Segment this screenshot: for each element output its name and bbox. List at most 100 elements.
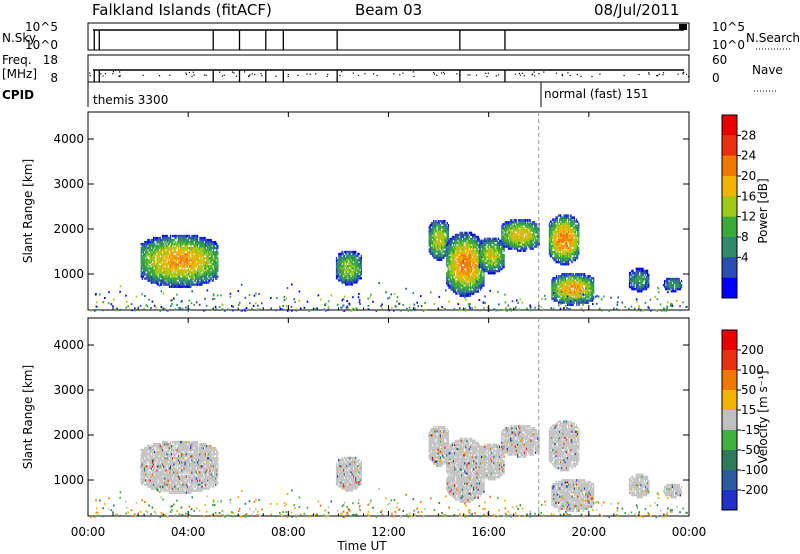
power-cell bbox=[560, 222, 562, 225]
power-cell bbox=[641, 273, 643, 277]
power-cell bbox=[454, 241, 456, 245]
power-cell bbox=[436, 250, 438, 253]
power-cell bbox=[480, 253, 483, 257]
power-cell bbox=[555, 232, 557, 235]
power-cell bbox=[553, 293, 555, 296]
power-cell bbox=[494, 255, 496, 259]
power-cell bbox=[483, 284, 485, 287]
power-cell bbox=[591, 289, 594, 292]
power-cell bbox=[579, 273, 581, 276]
power-cell bbox=[357, 269, 359, 272]
power-cell bbox=[210, 247, 212, 250]
power-cell bbox=[460, 268, 462, 271]
power-cell bbox=[474, 260, 476, 263]
power-cell bbox=[194, 279, 196, 282]
power-cell bbox=[436, 246, 438, 249]
power-cell bbox=[558, 279, 560, 282]
power-cell bbox=[157, 281, 159, 284]
power-cell bbox=[150, 257, 152, 260]
power-cell bbox=[549, 246, 552, 250]
power-cell bbox=[573, 281, 576, 284]
power-cell bbox=[522, 235, 524, 238]
power-cell bbox=[191, 253, 193, 256]
power-cell bbox=[463, 243, 465, 247]
power-cell bbox=[580, 273, 582, 276]
power-cell bbox=[448, 258, 450, 261]
power-cell bbox=[483, 241, 485, 244]
power-cell bbox=[163, 261, 165, 264]
power-cell bbox=[435, 246, 437, 249]
power-cell bbox=[217, 261, 219, 264]
power-cell bbox=[157, 277, 159, 280]
power-cell bbox=[549, 224, 552, 227]
power-cell bbox=[176, 285, 178, 288]
power-cell bbox=[565, 260, 567, 264]
power-cell bbox=[576, 246, 579, 250]
power-cell bbox=[500, 247, 502, 251]
power-cell bbox=[496, 253, 498, 257]
power-cell bbox=[555, 238, 557, 242]
power-cell bbox=[147, 253, 149, 256]
power-cell bbox=[474, 241, 476, 245]
nave-point bbox=[169, 74, 171, 76]
nave-point bbox=[658, 73, 660, 75]
power-cell bbox=[520, 225, 522, 228]
power-cell bbox=[470, 274, 473, 277]
power-cell bbox=[457, 249, 459, 253]
power-cell bbox=[561, 224, 563, 227]
power-cell bbox=[169, 273, 172, 276]
power-cell bbox=[585, 289, 587, 292]
power-cell bbox=[146, 263, 148, 266]
power-cell bbox=[529, 237, 531, 240]
power-cell bbox=[442, 256, 444, 259]
power-cell bbox=[575, 226, 578, 229]
power-cell bbox=[455, 276, 457, 279]
power-cell bbox=[171, 238, 173, 242]
power-cell bbox=[460, 247, 462, 251]
power-cell bbox=[515, 235, 518, 238]
power-cell bbox=[474, 237, 476, 241]
power-cell bbox=[200, 277, 202, 280]
power-cell bbox=[165, 255, 167, 258]
power-cell bbox=[340, 273, 342, 276]
power-cell bbox=[522, 247, 524, 250]
power-cell bbox=[495, 245, 497, 249]
power-cell bbox=[501, 245, 503, 249]
power-cell bbox=[552, 285, 554, 288]
power-cell bbox=[584, 297, 586, 300]
power-cell bbox=[199, 275, 201, 278]
power-cell bbox=[642, 285, 644, 289]
power-cell bbox=[340, 277, 342, 280]
power-cell bbox=[148, 267, 150, 270]
power-cell bbox=[556, 250, 558, 254]
power-cell bbox=[148, 275, 150, 278]
power-cell bbox=[589, 287, 591, 290]
power-cell bbox=[151, 255, 154, 258]
power-cell bbox=[523, 221, 525, 224]
power-cell bbox=[478, 249, 480, 253]
power-cell bbox=[456, 241, 458, 245]
power-cell bbox=[503, 257, 505, 261]
power-cell bbox=[215, 257, 217, 260]
power-cell bbox=[184, 269, 186, 272]
power-cell bbox=[460, 243, 462, 247]
power-cell bbox=[469, 286, 472, 289]
power-cell bbox=[146, 253, 148, 256]
power-cell bbox=[447, 232, 449, 235]
power-cell bbox=[488, 265, 491, 269]
power-cell bbox=[562, 289, 564, 292]
power-cell bbox=[164, 261, 166, 264]
power-cell bbox=[569, 256, 571, 260]
power-cell bbox=[356, 254, 358, 258]
power-cell bbox=[510, 231, 512, 234]
power-cell bbox=[527, 223, 529, 226]
power-cell bbox=[551, 220, 553, 223]
power-cell bbox=[578, 285, 580, 288]
power-cell bbox=[335, 260, 338, 264]
power-cell bbox=[467, 233, 469, 237]
power-cell bbox=[510, 227, 512, 230]
power-cell bbox=[491, 269, 493, 273]
power-cell bbox=[486, 251, 488, 255]
power-cell bbox=[213, 263, 216, 266]
power-cell bbox=[507, 227, 510, 230]
